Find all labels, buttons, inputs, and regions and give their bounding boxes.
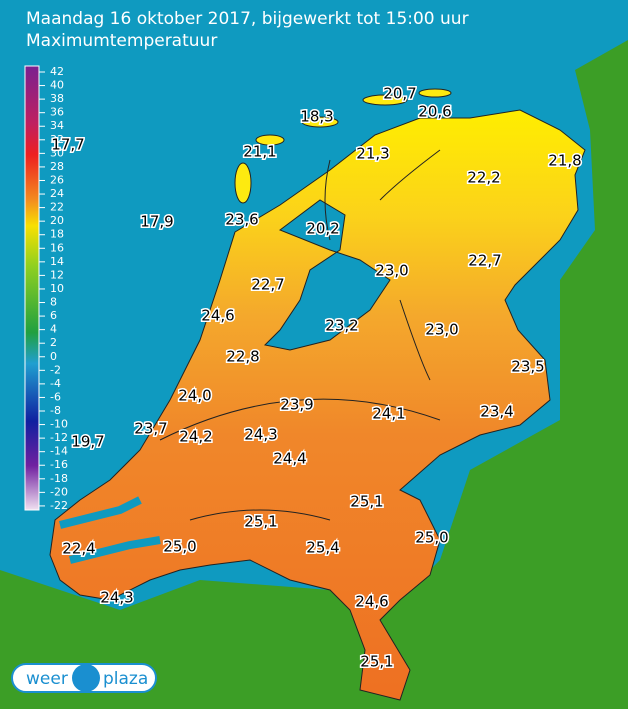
temperature-label: 23,9 bbox=[280, 396, 313, 414]
temperature-label: 24,6 bbox=[355, 593, 388, 611]
temperature-label: 22,7 bbox=[251, 276, 284, 294]
temperature-label: 22,7 bbox=[468, 252, 501, 270]
legend-label: 2 bbox=[50, 336, 57, 349]
logo-right: plaza bbox=[103, 669, 148, 689]
legend-label: -6 bbox=[50, 390, 61, 403]
temperature-label: 24,2 bbox=[179, 428, 212, 446]
legend-label: -10 bbox=[50, 418, 68, 431]
temperature-label: 24,3 bbox=[100, 589, 133, 607]
temperature-label: 24,6 bbox=[201, 307, 234, 325]
temperature-label: 20,2 bbox=[306, 220, 339, 238]
temperature-label: 23,2 bbox=[325, 317, 358, 335]
temperature-label: 20,6 bbox=[418, 103, 451, 121]
contour bbox=[159, 149, 441, 521]
legend-label: 20 bbox=[50, 214, 64, 227]
temperature-label: 23,4 bbox=[480, 403, 513, 421]
legend-label: 14 bbox=[50, 255, 64, 268]
temperature-label: 25,4 bbox=[306, 539, 339, 557]
temperature-label: 25,0 bbox=[163, 538, 196, 556]
temperature-label: 19,7 bbox=[71, 433, 104, 451]
temperature-label: 23,6 bbox=[225, 211, 258, 229]
legend-label: 42 bbox=[50, 65, 64, 78]
temperature-label: 17,9 bbox=[140, 213, 173, 231]
legend-label: 24 bbox=[50, 187, 64, 200]
legend-label: 8 bbox=[50, 296, 57, 309]
temperature-label: 21,1 bbox=[243, 143, 276, 161]
temperature-label: 23,0 bbox=[375, 262, 408, 280]
logo-left: weer bbox=[26, 669, 68, 689]
netherlands bbox=[49, 109, 586, 701]
logo: weer plaza bbox=[11, 663, 157, 693]
subtitle: Maximumtemperatuur bbox=[26, 31, 217, 51]
temperature-label: 21,3 bbox=[356, 145, 389, 163]
temperature-label: 23,5 bbox=[511, 358, 544, 376]
legend-label: -12 bbox=[50, 431, 68, 444]
legend-scale bbox=[24, 65, 40, 511]
wadden-islands bbox=[234, 88, 452, 204]
temperature-label: 21,8 bbox=[548, 152, 581, 170]
legend-label: -16 bbox=[50, 458, 68, 471]
temperature-label: 23,0 bbox=[425, 321, 458, 339]
legend-label: 0 bbox=[50, 350, 57, 363]
temperature-label: 20,7 bbox=[383, 85, 416, 103]
legend-label: -4 bbox=[50, 377, 61, 390]
temperature-label: 25,1 bbox=[244, 513, 277, 531]
temperature-label: 23,7 bbox=[134, 420, 167, 438]
legend-label: 22 bbox=[50, 201, 64, 214]
temperature-label: 18,3 bbox=[300, 108, 333, 126]
legend-label: 34 bbox=[50, 119, 64, 132]
ijsselmeer bbox=[263, 199, 391, 351]
legend-label: 6 bbox=[50, 309, 57, 322]
temperature-label: 25,1 bbox=[350, 493, 383, 511]
legend-label: 16 bbox=[50, 241, 64, 254]
temperature-label: 25,0 bbox=[415, 529, 448, 547]
legend-label: 26 bbox=[50, 173, 64, 186]
temperature-label: 24,4 bbox=[273, 450, 306, 468]
delta-water bbox=[59, 496, 161, 564]
legend-label: 40 bbox=[50, 79, 64, 92]
legend-label: 36 bbox=[50, 106, 64, 119]
legend-label: 4 bbox=[50, 323, 57, 336]
temperature-label: 17,7 bbox=[51, 136, 84, 154]
legend-label: 32 bbox=[50, 133, 64, 146]
legend-label: -22 bbox=[50, 499, 68, 512]
legend-label: -8 bbox=[50, 404, 61, 417]
temperature-label: 24,3 bbox=[244, 426, 277, 444]
temperature-label: 24,1 bbox=[372, 405, 405, 423]
legend-label: -20 bbox=[50, 485, 68, 498]
legend-label: -2 bbox=[50, 363, 61, 376]
legend-label: 12 bbox=[50, 268, 64, 281]
temperature-label: 24,0 bbox=[178, 387, 211, 405]
legend-label: 18 bbox=[50, 228, 64, 241]
legend-label: -14 bbox=[50, 445, 68, 458]
temperature-label: 25,1 bbox=[360, 653, 393, 671]
title: Maandag 16 oktober 2017, bijgewerkt tot … bbox=[26, 9, 469, 29]
legend-label: 28 bbox=[50, 160, 64, 173]
legend-label: 38 bbox=[50, 92, 64, 105]
temperature-label: 22,2 bbox=[467, 169, 500, 187]
legend-label: 30 bbox=[50, 146, 64, 159]
legend-label: -18 bbox=[50, 472, 68, 485]
legend-label: 10 bbox=[50, 282, 64, 295]
temperature-label: 22,8 bbox=[226, 348, 259, 366]
temperature-label: 22,4 bbox=[62, 540, 95, 558]
neighbour-land bbox=[0, 40, 628, 709]
